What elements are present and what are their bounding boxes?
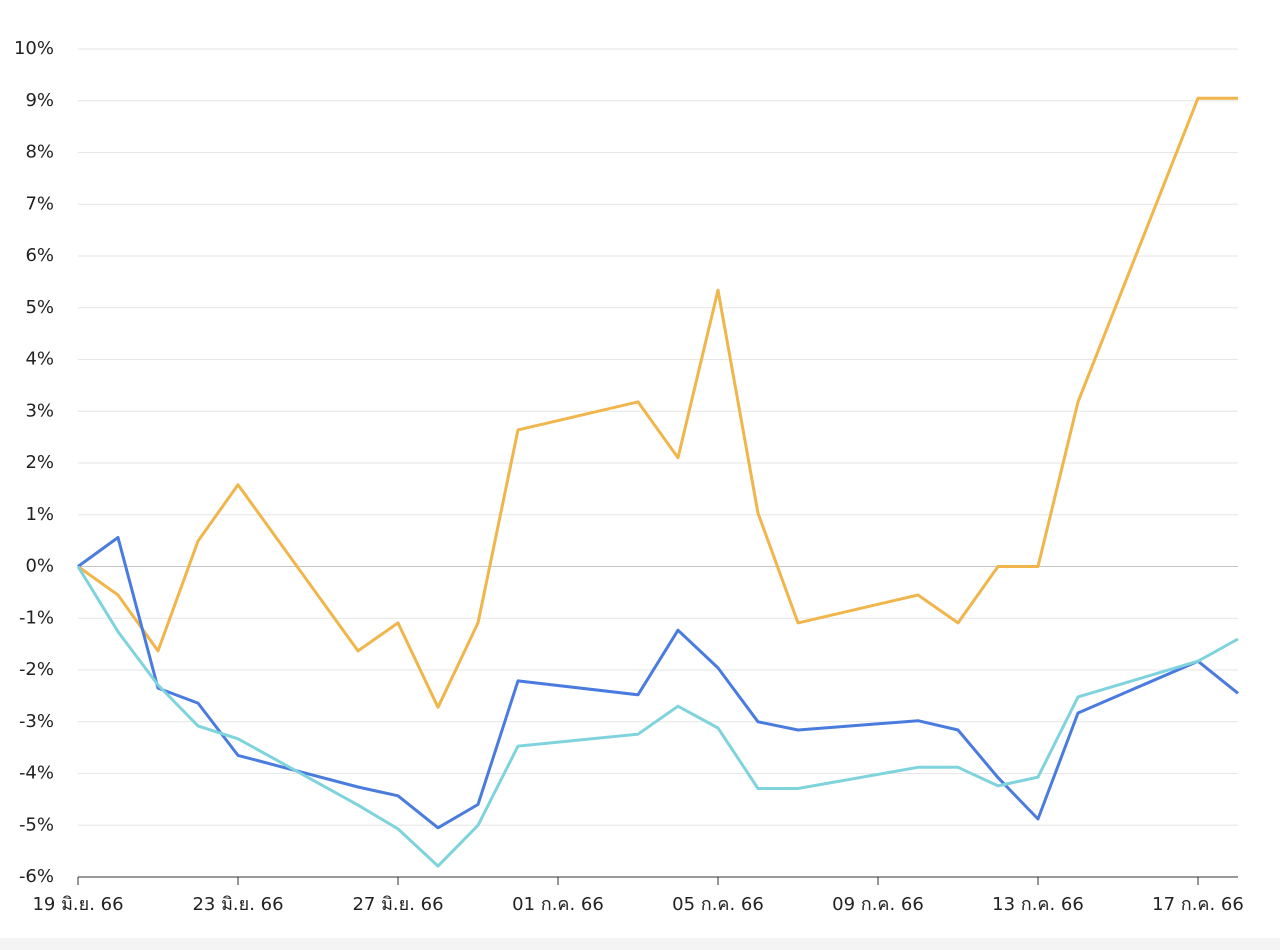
- y-tick-label: 6%: [25, 245, 54, 266]
- y-tick-label: 2%: [25, 452, 54, 473]
- y-tick-label: 5%: [25, 297, 54, 318]
- y-tick-label: 7%: [25, 193, 54, 214]
- y-tick-label: 9%: [25, 90, 54, 111]
- bottom-strip: [0, 938, 1280, 950]
- y-tick-label: -1%: [19, 607, 54, 628]
- y-tick-label: -6%: [19, 866, 54, 887]
- y-tick-label: 3%: [25, 400, 54, 421]
- x-tick-label: 27 มิ.ย. 66: [352, 894, 443, 915]
- x-tick-label: 05 ก.ค. 66: [672, 894, 764, 915]
- y-tick-label: 1%: [25, 504, 54, 525]
- x-tick-label: 01 ก.ค. 66: [512, 894, 604, 915]
- series-line: [77, 536, 1239, 830]
- x-tick-label: 13 ก.ค. 66: [992, 894, 1084, 915]
- x-tick-label: 23 มิ.ย. 66: [192, 894, 283, 915]
- series-line: [77, 96, 1238, 709]
- x-tick-label: 19 มิ.ย. 66: [32, 894, 123, 915]
- x-tick-label: 09 ก.ค. 66: [832, 894, 924, 915]
- y-tick-label: -4%: [19, 763, 54, 784]
- series-line: [76, 565, 1239, 868]
- y-tick-label: -3%: [19, 711, 54, 732]
- y-tick-label: 0%: [25, 556, 54, 577]
- y-tick-label: 10%: [14, 38, 54, 59]
- y-tick-label: -2%: [19, 659, 54, 680]
- x-tick-label: 17 ก.ค. 66: [1152, 894, 1244, 915]
- y-tick-label: 4%: [25, 349, 54, 370]
- y-tick-label: -5%: [19, 814, 54, 835]
- y-tick-label: 8%: [25, 142, 54, 163]
